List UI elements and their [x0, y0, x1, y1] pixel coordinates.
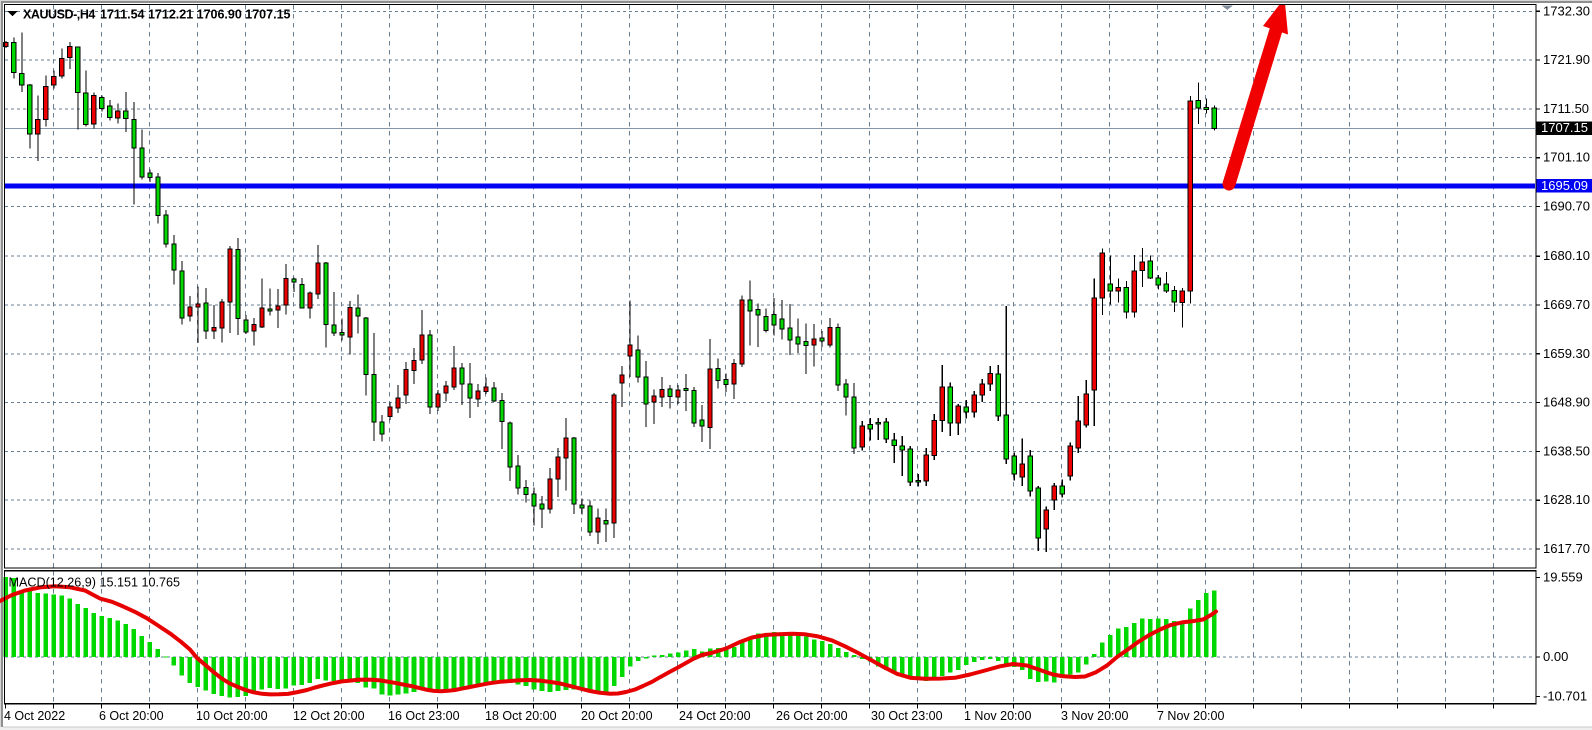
svg-text:1721.90: 1721.90	[1543, 52, 1590, 67]
svg-text:1659.30: 1659.30	[1543, 346, 1590, 361]
svg-text:4 Oct 2022: 4 Oct 2022	[4, 709, 65, 723]
svg-text:6 Oct 20:00: 6 Oct 20:00	[99, 709, 164, 723]
svg-text:1695.09: 1695.09	[1541, 178, 1588, 193]
svg-text:1669.70: 1669.70	[1543, 297, 1590, 312]
svg-text:12 Oct 20:00: 12 Oct 20:00	[293, 709, 365, 723]
svg-text:30 Oct 23:00: 30 Oct 23:00	[871, 709, 943, 723]
svg-text:MACD(12,26,9) 15.151 10.765: MACD(12,26,9) 15.151 10.765	[9, 575, 181, 589]
svg-text:3 Nov 20:00: 3 Nov 20:00	[1061, 709, 1128, 723]
svg-text:1648.90: 1648.90	[1543, 395, 1590, 410]
svg-text:20 Oct 20:00: 20 Oct 20:00	[581, 709, 653, 723]
svg-text:XAUUSD-,H4: XAUUSD-,H4	[23, 7, 95, 21]
svg-text:1701.10: 1701.10	[1543, 150, 1590, 165]
svg-text:1711.54 1712.21 1706.90 1707.1: 1711.54 1712.21 1706.90 1707.15	[100, 7, 291, 21]
svg-text:19.559: 19.559	[1543, 570, 1583, 585]
svg-text:1707.15: 1707.15	[1541, 120, 1588, 135]
svg-text:1617.70: 1617.70	[1543, 541, 1590, 556]
svg-text:7 Nov 20:00: 7 Nov 20:00	[1157, 709, 1224, 723]
svg-text:1638.50: 1638.50	[1543, 443, 1590, 458]
svg-text:-10.701: -10.701	[1543, 689, 1587, 704]
svg-text:26 Oct 20:00: 26 Oct 20:00	[776, 709, 848, 723]
svg-text:16 Oct 23:00: 16 Oct 23:00	[388, 709, 460, 723]
svg-text:24 Oct 20:00: 24 Oct 20:00	[679, 709, 751, 723]
svg-text:1690.70: 1690.70	[1543, 199, 1590, 214]
svg-text:1628.10: 1628.10	[1543, 492, 1590, 507]
svg-text:10 Oct 20:00: 10 Oct 20:00	[196, 709, 268, 723]
svg-text:1680.10: 1680.10	[1543, 248, 1590, 263]
svg-text:0.00: 0.00	[1543, 649, 1568, 664]
svg-text:1 Nov 20:00: 1 Nov 20:00	[964, 709, 1031, 723]
svg-text:18 Oct 20:00: 18 Oct 20:00	[485, 709, 557, 723]
svg-text:1711.50: 1711.50	[1543, 101, 1589, 116]
svg-text:1732.30: 1732.30	[1543, 3, 1590, 18]
